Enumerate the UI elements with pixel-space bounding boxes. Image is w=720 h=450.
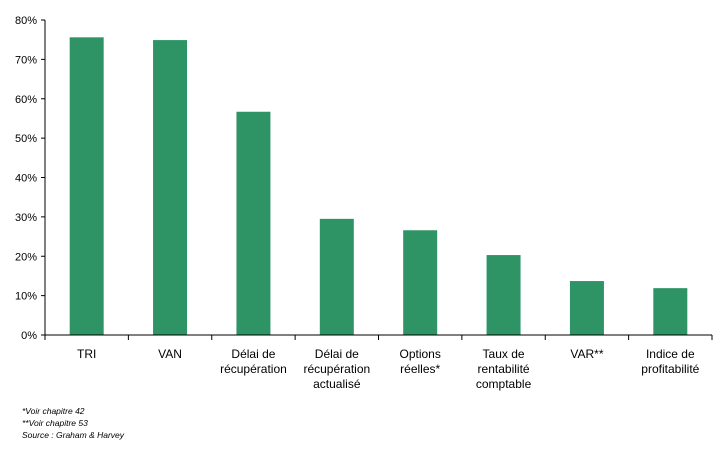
- y-tick-label: 50%: [15, 133, 37, 145]
- y-tick-label: 20%: [15, 251, 37, 263]
- y-tick-label: 10%: [15, 291, 37, 303]
- footnotes: *Voir chapitre 42 **Voir chapitre 53 Sou…: [22, 405, 124, 441]
- y-axis-ticks: 0% 10% 20% 30% 40% 50% 60% 70% 80%: [15, 15, 45, 342]
- category-label: Délai de récupération actualisé: [303, 347, 370, 391]
- bar: [569, 281, 604, 335]
- y-tick-label: 30%: [15, 212, 37, 224]
- category-label: Indice de profitabilité: [641, 347, 699, 376]
- y-tick-label: 40%: [15, 173, 37, 185]
- y-tick-label: 60%: [15, 94, 37, 106]
- x-axis-labels: TRI VAN Délai de récupération Délai de récupé…: [77, 347, 700, 391]
- bar: [153, 40, 188, 336]
- category-label: Taux de rentabilité comptable: [476, 347, 532, 391]
- y-tick-label: 0%: [21, 330, 37, 342]
- category-label: VAR**: [570, 347, 603, 361]
- bar: [403, 230, 438, 335]
- footnote-chapter-42: *Voir chapitre 42: [22, 406, 85, 416]
- category-label: Options réelles*: [400, 347, 441, 376]
- bar: [486, 255, 521, 335]
- bar: [69, 37, 104, 335]
- bar: [319, 218, 354, 335]
- category-label: TRI: [77, 347, 96, 361]
- bar: [653, 288, 688, 335]
- footnote-chapter-53: **Voir chapitre 53: [22, 418, 88, 428]
- y-tick-label: 70%: [15, 54, 37, 66]
- bar: [236, 111, 271, 336]
- bars: [69, 37, 688, 336]
- category-label: Délai de récupération: [220, 347, 287, 376]
- x-axis-ticks: [44, 335, 713, 340]
- category-label: VAN: [158, 347, 182, 361]
- footnote-source: Source : Graham & Harvey: [22, 430, 125, 440]
- y-tick-label: 80%: [15, 15, 37, 27]
